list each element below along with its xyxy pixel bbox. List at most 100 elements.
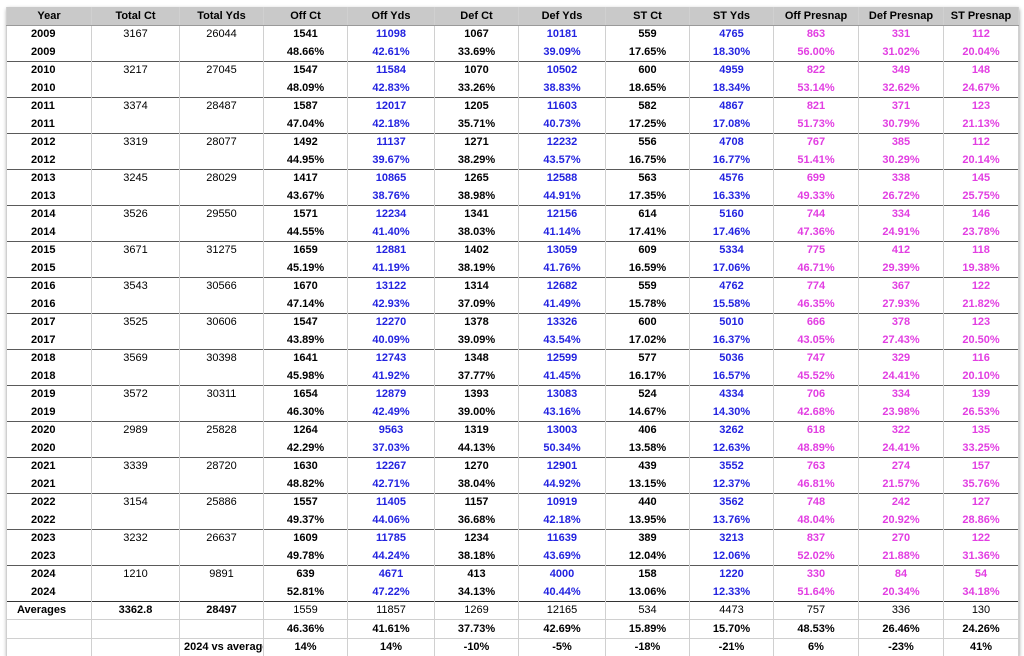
cell: 1659 <box>263 240 348 259</box>
cell: 413 <box>434 564 519 583</box>
year-cell: 2014 <box>6 204 92 223</box>
cell: 378 <box>858 312 944 331</box>
cell: 3245 <box>91 168 180 187</box>
cell <box>91 439 180 457</box>
cell: 20.10% <box>943 367 1019 385</box>
cell <box>91 295 180 313</box>
cell: 51.64% <box>773 583 859 601</box>
table-row-pct: 2024 52.81% 47.22% 34.13% 40.44% 13.06% 12.33%… <box>6 583 1019 601</box>
cell: 41.61% <box>347 619 435 638</box>
cell: 3362.8 <box>91 600 180 620</box>
cell <box>179 367 264 385</box>
cell: 49.78% <box>263 547 348 565</box>
cell: 3213 <box>689 528 774 547</box>
cell <box>179 115 264 133</box>
cell: 1205 <box>434 96 519 115</box>
cell: 37.77% <box>434 367 519 385</box>
year-cell: 2017 <box>6 331 92 349</box>
cell: 10181 <box>518 24 606 43</box>
cell: 14% <box>263 637 348 656</box>
cell: 3154 <box>91 492 180 511</box>
cell: 31.02% <box>858 43 944 61</box>
cell: 148 <box>943 60 1019 79</box>
year-cell: 2024 <box>6 583 92 601</box>
cell: 4708 <box>689 132 774 151</box>
cell: 837 <box>773 528 859 547</box>
cell: 4334 <box>689 384 774 403</box>
cell: 1271 <box>434 132 519 151</box>
cell: 11603 <box>518 96 606 115</box>
cell: 1264 <box>263 420 348 439</box>
cell: 50.34% <box>518 439 606 457</box>
cell: 559 <box>605 276 690 295</box>
cell: 28497 <box>179 600 264 620</box>
cell: 13.58% <box>605 439 690 457</box>
cell <box>179 619 264 638</box>
cell: 46.30% <box>263 403 348 421</box>
cell: 11098 <box>347 24 435 43</box>
cell: 412 <box>858 240 944 259</box>
cell: 4671 <box>347 564 435 583</box>
cell: 338 <box>858 168 944 187</box>
table-row-pct: 2014 44.55% 41.40% 38.03% 41.14% 17.41% 17.46%… <box>6 223 1019 241</box>
cell: 14.67% <box>605 403 690 421</box>
cell: 30398 <box>179 348 264 367</box>
cell: 12.06% <box>689 547 774 565</box>
cell: 3339 <box>91 456 180 475</box>
cell: 30606 <box>179 312 264 331</box>
table-row-pct: 2020 42.29% 37.03% 44.13% 50.34% 13.58% 12.63%… <box>6 439 1019 457</box>
cell: 56.00% <box>773 43 859 61</box>
cell: 24.67% <box>943 79 1019 97</box>
year-cell: 2018 <box>6 367 92 385</box>
cell: 118 <box>943 240 1019 259</box>
cell: 18.34% <box>689 79 774 97</box>
cell: 12267 <box>347 456 435 475</box>
cell: 12165 <box>518 600 606 620</box>
cell: 42.69% <box>518 619 606 638</box>
cell: 25886 <box>179 492 264 511</box>
vs-average-label: 2024 vs average <box>179 637 264 656</box>
cell: 600 <box>605 312 690 331</box>
cell: 42.49% <box>347 403 435 421</box>
cell: 614 <box>605 204 690 223</box>
header-off-yds: Off Yds <box>347 7 435 26</box>
cell: 44.92% <box>518 475 606 493</box>
cell: 4867 <box>689 96 774 115</box>
cell: 42.83% <box>347 79 435 97</box>
table-row-pct: 2022 49.37% 44.06% 36.68% 42.18% 13.95% 13.76%… <box>6 511 1019 529</box>
year-cell: 2015 <box>6 259 92 277</box>
cell: 42.71% <box>347 475 435 493</box>
cell <box>179 547 264 565</box>
cell: 123 <box>943 96 1019 115</box>
cell: 48.82% <box>263 475 348 493</box>
cell: 1492 <box>263 132 348 151</box>
cell: 27.43% <box>858 331 944 349</box>
cell: 47.04% <box>263 115 348 133</box>
cell: 270 <box>858 528 944 547</box>
cell <box>91 43 180 61</box>
cell: 1314 <box>434 276 519 295</box>
cell: 24.41% <box>858 439 944 457</box>
cell: 24.41% <box>858 367 944 385</box>
cell: 39.00% <box>434 403 519 421</box>
cell: 11584 <box>347 60 435 79</box>
cell: 21.57% <box>858 475 944 493</box>
cell: 20.14% <box>943 151 1019 169</box>
cell <box>179 439 264 457</box>
header-off-presnap: Off Presnap <box>773 7 859 26</box>
cell <box>91 115 180 133</box>
cell: 3262 <box>689 420 774 439</box>
cell: 1417 <box>263 168 348 187</box>
cell: 600 <box>605 60 690 79</box>
cell <box>179 583 264 601</box>
year-cell: 2009 <box>6 24 92 43</box>
cell: 17.08% <box>689 115 774 133</box>
table-row: 2018 3569 30398 1641 12743 1348 12599 577 5036 74… <box>6 348 1019 367</box>
cell: 37.73% <box>434 619 519 638</box>
cell: 1319 <box>434 420 519 439</box>
cell <box>91 223 180 241</box>
cell: 12.63% <box>689 439 774 457</box>
cell: 242 <box>858 492 944 511</box>
cell: 44.06% <box>347 511 435 529</box>
cell: 3167 <box>91 24 180 43</box>
